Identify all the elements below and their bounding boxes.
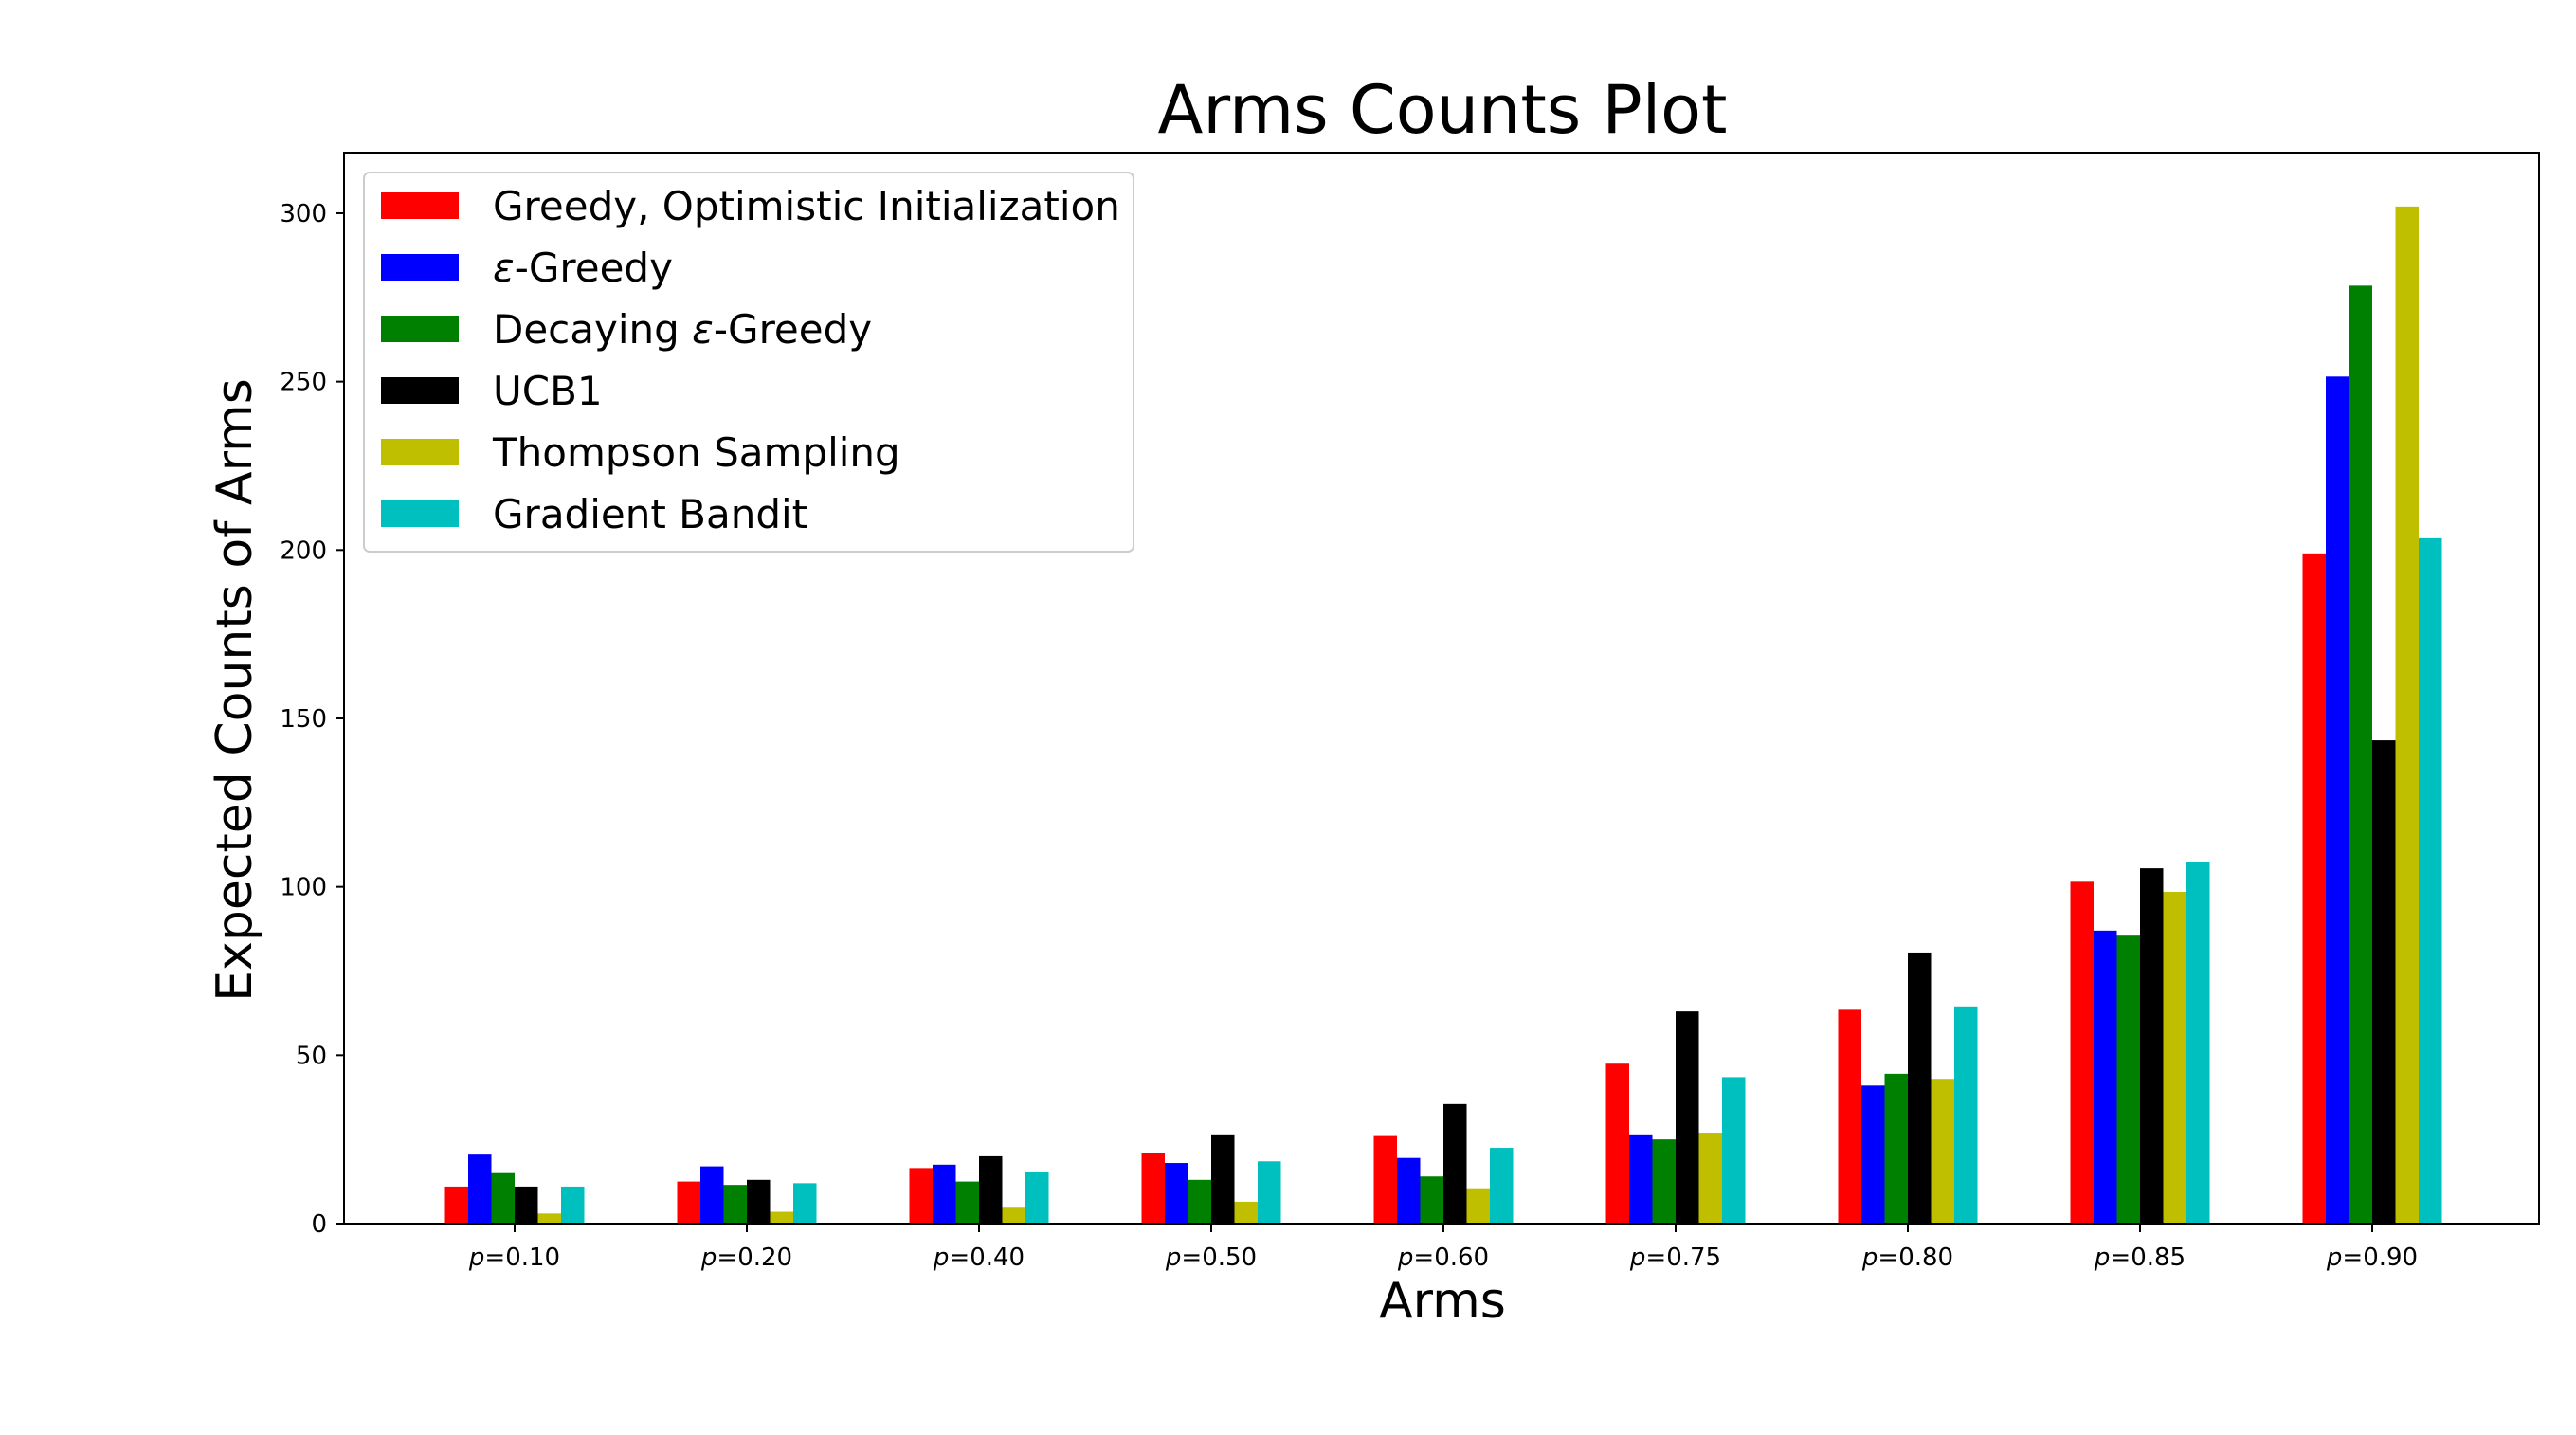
bar-series-2-cat-7 (1861, 1085, 1885, 1224)
y-axis-title: Expected Counts of Arms (207, 378, 263, 1002)
bar-series-1-cat-3 (909, 1168, 933, 1224)
legend-box (363, 172, 1134, 553)
legend-swatch (381, 192, 459, 219)
bar-series-6-cat-9 (2419, 537, 2442, 1224)
legend-label: Decaying ε-Greedy (493, 306, 872, 353)
bar-series-2-cat-3 (933, 1164, 956, 1224)
bar-series-5-cat-2 (770, 1211, 793, 1224)
x-tick-label: p=0.40 (933, 1244, 1025, 1272)
y-axis-ticks: 0 50 100 150 200 250 300 (280, 200, 344, 1239)
bar-series-2-cat-4 (1165, 1163, 1188, 1224)
bar-series-4-cat-8 (2140, 868, 2164, 1224)
bars-group (444, 206, 2442, 1225)
bar-series-6-cat-6 (1722, 1077, 1746, 1224)
x-tick-label: p=0.60 (1397, 1244, 1489, 1272)
bar-series-5-cat-6 (1698, 1133, 1722, 1224)
bar-series-1-cat-6 (1605, 1063, 1629, 1224)
bar-series-3-cat-8 (2116, 935, 2140, 1224)
bar-series-3-cat-2 (723, 1185, 747, 1224)
bar-series-6-cat-5 (1490, 1148, 1514, 1224)
bar-series-6-cat-2 (793, 1183, 817, 1224)
bar-series-5-cat-5 (1466, 1188, 1490, 1224)
bar-series-4-cat-6 (1676, 1011, 1699, 1224)
bar-series-3-cat-9 (2349, 285, 2372, 1224)
legend-label: Greedy, Optimistic Initialization (493, 183, 1120, 229)
bar-series-5-cat-1 (537, 1213, 561, 1224)
bar-series-3-cat-4 (1188, 1179, 1211, 1224)
bar-series-2-cat-2 (700, 1166, 724, 1224)
bar-series-5-cat-4 (1234, 1201, 1258, 1224)
legend-swatch (381, 439, 459, 465)
y-tick-label: 50 (296, 1042, 327, 1070)
bar-series-2-cat-5 (1397, 1157, 1421, 1224)
bar-series-3-cat-7 (1884, 1073, 1908, 1224)
legend-label: UCB1 (493, 368, 603, 414)
bar-series-4-cat-7 (1908, 952, 1932, 1224)
x-tick-label: p=0.20 (700, 1244, 792, 1272)
bar-series-6-cat-4 (1258, 1161, 1281, 1224)
bar-series-5-cat-3 (1002, 1207, 1025, 1224)
bar-series-1-cat-1 (444, 1186, 468, 1224)
bar-series-4-cat-4 (1211, 1134, 1235, 1224)
bar-series-3-cat-1 (491, 1172, 515, 1224)
bar-series-4-cat-3 (979, 1155, 1003, 1224)
bar-series-2-cat-1 (468, 1154, 492, 1224)
x-tick-label: p=0.50 (1165, 1244, 1257, 1272)
y-tick-label: 250 (280, 369, 327, 397)
bar-series-5-cat-7 (1931, 1079, 1954, 1224)
bar-series-1-cat-2 (677, 1181, 700, 1224)
x-axis-title: Arms (1379, 1273, 1506, 1330)
y-tick-label: 300 (280, 200, 327, 228)
bar-series-5-cat-8 (2163, 891, 2186, 1224)
bar-series-6-cat-8 (2186, 862, 2210, 1224)
bar-series-6-cat-7 (1954, 1006, 1978, 1224)
chart-title: Arms Counts Plot (1158, 71, 1728, 149)
bar-series-2-cat-9 (2326, 376, 2349, 1224)
legend-swatch (381, 377, 459, 404)
legend-label: Thompson Sampling (492, 429, 900, 476)
bar-series-1-cat-9 (2302, 553, 2326, 1224)
bar-series-4-cat-5 (1443, 1103, 1467, 1224)
x-tick-label: p=0.85 (2094, 1244, 2186, 1272)
legend: Greedy, Optimistic Initialization ε-Greed… (363, 172, 1134, 553)
bar-series-3-cat-5 (1420, 1176, 1443, 1224)
y-tick-label: 200 (280, 536, 327, 565)
x-tick-label: p=0.10 (468, 1244, 560, 1272)
y-tick-label: 0 (311, 1210, 327, 1239)
bar-series-6-cat-1 (561, 1186, 585, 1224)
bar-series-1-cat-5 (1373, 1135, 1397, 1224)
legend-label: Gradient Bandit (493, 491, 807, 537)
bar-series-2-cat-8 (2094, 930, 2117, 1224)
bar-series-4-cat-2 (747, 1179, 771, 1224)
legend-label: ε-Greedy (493, 245, 673, 291)
bar-series-4-cat-9 (2372, 740, 2396, 1224)
bar-series-1-cat-7 (1838, 1009, 1861, 1224)
legend-swatch (381, 500, 459, 527)
bar-series-3-cat-6 (1652, 1139, 1676, 1224)
legend-swatch (381, 254, 459, 281)
bar-series-5-cat-9 (2395, 206, 2419, 1225)
y-tick-label: 100 (280, 874, 327, 902)
x-tick-label: p=0.80 (1861, 1244, 1953, 1272)
bar-series-6-cat-3 (1025, 1171, 1049, 1224)
y-tick-label: 150 (280, 705, 327, 734)
legend-swatch (381, 316, 459, 342)
plot-frame (343, 152, 2540, 1225)
bar-series-1-cat-8 (2070, 881, 2094, 1224)
bar-series-1-cat-4 (1141, 1153, 1165, 1224)
x-axis-ticks: p=0.10 p=0.20 p=0.40 p=0.50 p=0.60 p=0.75 p=0.… (468, 1224, 2418, 1272)
bar-series-2-cat-6 (1629, 1134, 1653, 1224)
x-tick-label: p=0.90 (2326, 1244, 2418, 1272)
x-tick-label: p=0.75 (1629, 1244, 1721, 1272)
bar-series-3-cat-3 (955, 1181, 979, 1224)
bar-series-4-cat-1 (515, 1186, 538, 1224)
